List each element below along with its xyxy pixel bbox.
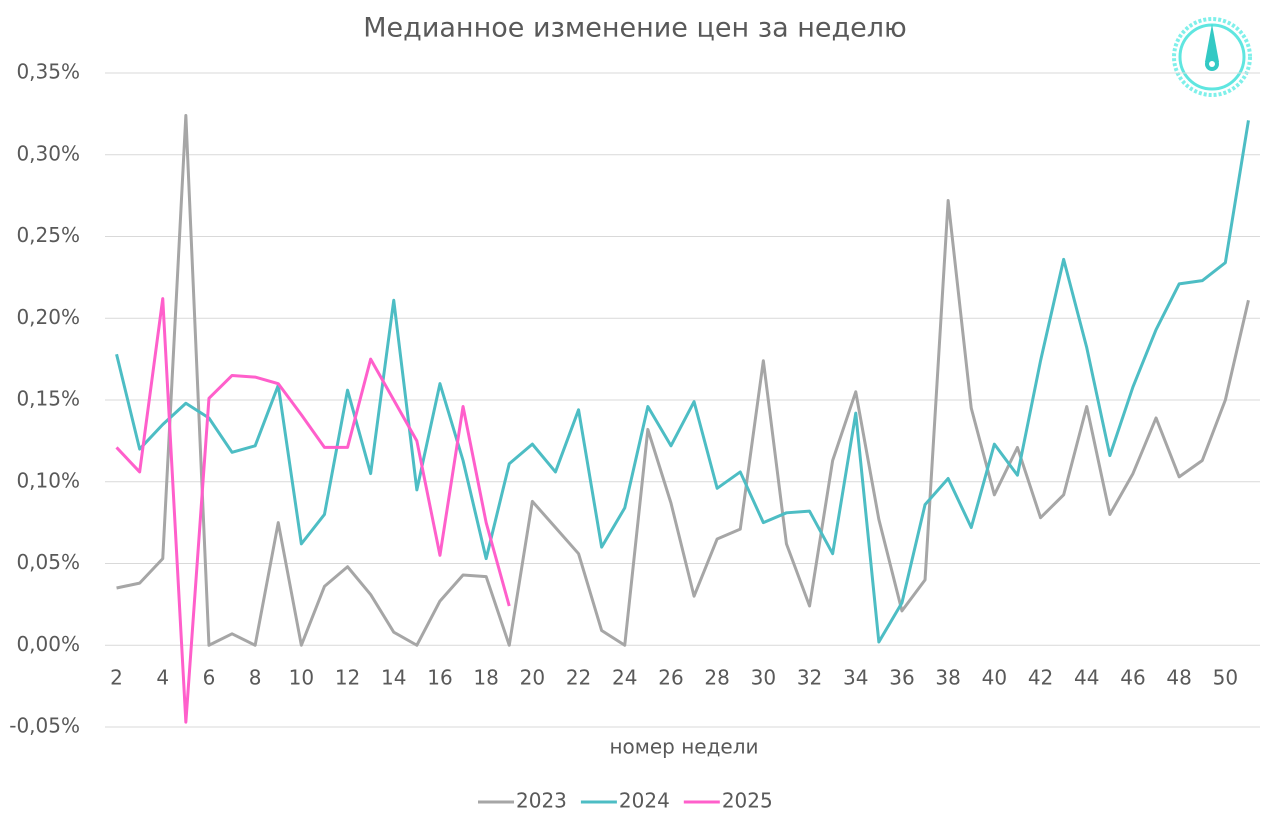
x-axis-label: номер недели: [609, 735, 758, 759]
x-tick-label: 14: [381, 666, 406, 690]
x-tick-label: 38: [935, 666, 960, 690]
x-tick-label: 16: [427, 666, 452, 690]
y-tick-label: -0,05%: [9, 714, 80, 738]
chart-title: Медианное изменение цен за неделю: [363, 13, 906, 44]
x-tick-label: 10: [289, 666, 314, 690]
x-tick-label: 26: [658, 666, 683, 690]
y-tick-label: 0,00%: [16, 632, 80, 656]
x-tick-label: 24: [612, 666, 637, 690]
x-tick-label: 50: [1213, 666, 1238, 690]
x-tick-label: 28: [704, 666, 729, 690]
logo: [1172, 17, 1252, 97]
x-tick-label: 48: [1166, 666, 1191, 690]
legend-label: 2025: [722, 789, 773, 813]
x-tick-label: 12: [335, 666, 360, 690]
y-tick-label: 0,10%: [16, 468, 80, 492]
x-tick-label: 40: [982, 666, 1007, 690]
y-tick-label: 0,35%: [16, 60, 80, 84]
x-tick-label: 36: [889, 666, 914, 690]
line-series: [115, 120, 1250, 644]
y-tick-label: 0,30%: [16, 141, 80, 165]
x-tick-label: 20: [520, 666, 545, 690]
x-tick-label: 32: [797, 666, 822, 690]
y-tick-label: 0,20%: [16, 305, 80, 329]
x-tick-label: 4: [156, 666, 169, 690]
x-tick-label: 46: [1120, 666, 1145, 690]
x-tick-label: 44: [1074, 666, 1099, 690]
x-tick-label: 22: [566, 666, 591, 690]
legend-label: 2023: [516, 789, 567, 813]
legend-label: 2024: [619, 789, 670, 813]
x-tick-label: 34: [843, 666, 868, 690]
line-series: [115, 297, 511, 724]
y-tick-label: 0,15%: [16, 387, 80, 411]
x-tick-label: 6: [203, 666, 216, 690]
x-tick-label: 2: [110, 666, 123, 690]
y-tick-label: 0,05%: [16, 550, 80, 574]
y-tick-label: 0,25%: [16, 223, 80, 247]
x-tick-label: 30: [751, 666, 776, 690]
x-tick-label: 42: [1028, 666, 1053, 690]
x-tick-label: 8: [249, 666, 262, 690]
x-tick-label: 18: [473, 666, 498, 690]
line-series: [116, 114, 1250, 647]
